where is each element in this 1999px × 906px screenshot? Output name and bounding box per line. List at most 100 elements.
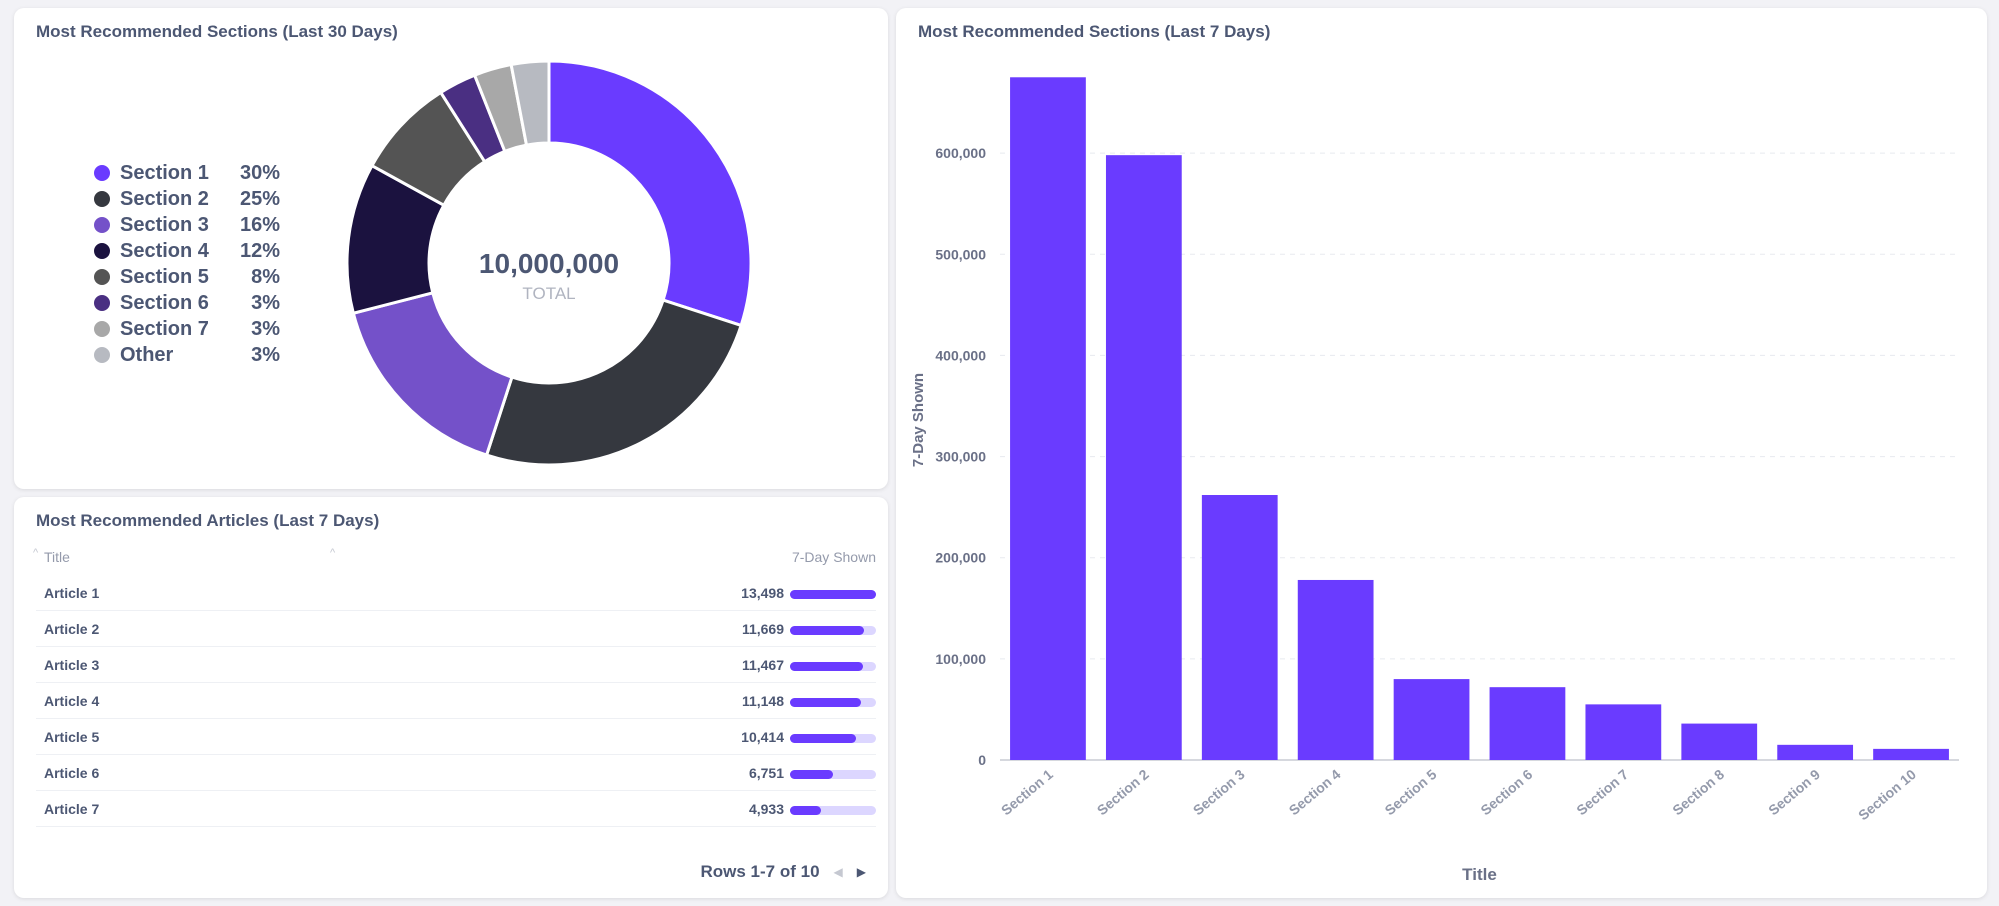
legend-item[interactable]: Section 2 25%	[94, 186, 280, 212]
table-row[interactable]: Article 2 11,669	[36, 611, 876, 647]
pagination-label: Rows 1-7 of 10	[700, 862, 820, 881]
legend-label: Section 1	[120, 161, 209, 184]
legend-percent: 8%	[251, 265, 280, 288]
legend-percent: 3%	[251, 317, 280, 340]
mini-bar-fill	[790, 734, 857, 743]
article-value: 13,498	[741, 585, 784, 601]
next-page-icon[interactable]: ▶	[856, 865, 866, 879]
mini-bar-track	[790, 590, 876, 599]
pagination: Rows 1-7 of 10 ◀ ▶	[700, 862, 866, 882]
articles-table-title[interactable]: Most Recommended Articles (Last 7 Days)	[36, 511, 380, 530]
table-header: ^ Title ^ 7-Day Shown	[33, 547, 876, 571]
bar-3[interactable]	[1201, 495, 1278, 760]
table-row[interactable]: Article 7 4,933	[36, 791, 876, 827]
mini-bar-track	[790, 662, 876, 671]
bar-9[interactable]	[1777, 744, 1854, 760]
donut-slice-8[interactable]	[509, 59, 551, 147]
table-row[interactable]: Article 5 10,414	[36, 719, 876, 755]
donut-legend: Section 1 30% Section 2 25% Section 3 16% Sect…	[94, 160, 280, 368]
x-tick-label: Section 8	[1669, 766, 1727, 818]
legend-label: Section 3	[120, 213, 209, 236]
legend-item[interactable]: Section 4 12%	[94, 238, 280, 264]
y-tick-label: 300,000	[935, 449, 986, 465]
bar-8[interactable]	[1681, 723, 1758, 760]
table-row[interactable]: Article 1 13,498	[36, 575, 876, 611]
donut-card-title[interactable]: Most Recommended Sections (Last 30 Days)	[36, 22, 398, 41]
y-tick-label: 600,000	[935, 145, 986, 161]
mini-bar-fill	[790, 698, 862, 707]
legend-percent: 12%	[239, 239, 280, 262]
bar-10[interactable]	[1873, 748, 1949, 760]
legend-item[interactable]: Other 3%	[94, 342, 280, 368]
table-row[interactable]: Article 4 11,148	[36, 683, 876, 719]
legend-swatch	[94, 269, 110, 285]
x-axis-title: Title	[1462, 865, 1497, 884]
table-row[interactable]: Article 3 11,467	[36, 647, 876, 683]
x-tick-label: Section 4	[1286, 766, 1344, 818]
bar-1[interactable]	[1010, 77, 1086, 761]
table-row[interactable]: Article 6 6,751	[36, 755, 876, 791]
donut-slice-3[interactable]	[351, 291, 514, 458]
articles-table-card: Most Recommended Articles (Last 7 Days) …	[14, 497, 888, 898]
bar-5[interactable]	[1393, 679, 1470, 760]
bar-chart: 0 100,000 200,000 300,000 400,000 500,000 600,…	[910, 77, 1959, 884]
y-tick-label: 0	[978, 752, 986, 768]
legend-swatch	[94, 321, 110, 337]
article-title: Article 1	[44, 585, 100, 601]
mini-bar-fill	[790, 626, 865, 635]
y-tick-label: 400,000	[935, 347, 986, 363]
article-value: 11,467	[741, 657, 784, 673]
article-title: Article 6	[44, 765, 100, 781]
legend-label: Other	[120, 343, 174, 366]
donut-chart: 10,000,000 TOTAL	[345, 59, 753, 467]
x-tick-label: Section 1	[998, 766, 1056, 818]
mini-bar-track	[790, 626, 876, 635]
bar-4[interactable]	[1297, 579, 1374, 760]
legend-swatch	[94, 347, 110, 363]
article-title: Article 5	[44, 729, 100, 745]
mini-bar-track	[790, 806, 876, 815]
article-value: 6,751	[748, 765, 784, 781]
article-value: 11,148	[741, 693, 784, 709]
y-tick-label: 500,000	[935, 246, 986, 262]
x-tick-label: Section 3	[1190, 766, 1248, 818]
previous-page-icon[interactable]: ◀	[833, 865, 843, 879]
mini-bar-fill	[790, 770, 833, 779]
bar-7[interactable]	[1585, 704, 1662, 760]
legend-percent: 16%	[239, 213, 280, 236]
bar-2[interactable]	[1105, 155, 1182, 760]
donut-slice-1[interactable]	[547, 59, 753, 328]
bar-6[interactable]	[1489, 687, 1566, 760]
legend-item[interactable]: Section 1 30%	[94, 160, 280, 186]
legend-swatch	[94, 217, 110, 233]
x-tick-label: Section 7	[1573, 766, 1631, 818]
donut-slice-2[interactable]	[484, 298, 744, 467]
x-tick-label: Section 2	[1094, 766, 1152, 818]
legend-item[interactable]: Section 7 3%	[94, 316, 280, 342]
donut-total-value: 10,000,000	[479, 248, 619, 279]
article-value: 4,933	[748, 801, 784, 817]
mini-bar-track	[790, 770, 876, 779]
bar-card: Most Recommended Sections (Last 7 Days) …	[896, 8, 1987, 898]
legend-percent: 3%	[251, 343, 280, 366]
article-title: Article 2	[44, 621, 100, 637]
column-header-7-day-shown[interactable]: 7-Day Shown	[791, 549, 876, 565]
legend-item[interactable]: Section 3 16%	[94, 212, 280, 238]
x-tick-label: Section 10	[1855, 766, 1919, 823]
bar-card-title[interactable]: Most Recommended Sections (Last 7 Days)	[918, 22, 1271, 41]
legend-percent: 25%	[239, 187, 280, 210]
article-title: Article 7	[44, 801, 100, 817]
y-axis-title: 7-Day Shown	[910, 373, 927, 467]
article-value: 10,414	[741, 729, 784, 745]
legend-label: Section 4	[120, 239, 209, 262]
legend-label: Section 5	[120, 265, 209, 288]
mini-bar-track	[790, 734, 876, 743]
x-tick-label: Section 6	[1477, 766, 1535, 818]
legend-swatch	[94, 191, 110, 207]
legend-item[interactable]: Section 5 8%	[94, 264, 280, 290]
legend-item[interactable]: Section 6 3%	[94, 290, 280, 316]
legend-swatch	[94, 243, 110, 259]
donut-total-label: TOTAL	[522, 284, 575, 303]
column-header-title[interactable]: Title	[44, 549, 70, 565]
legend-label: Section 2	[120, 187, 209, 210]
